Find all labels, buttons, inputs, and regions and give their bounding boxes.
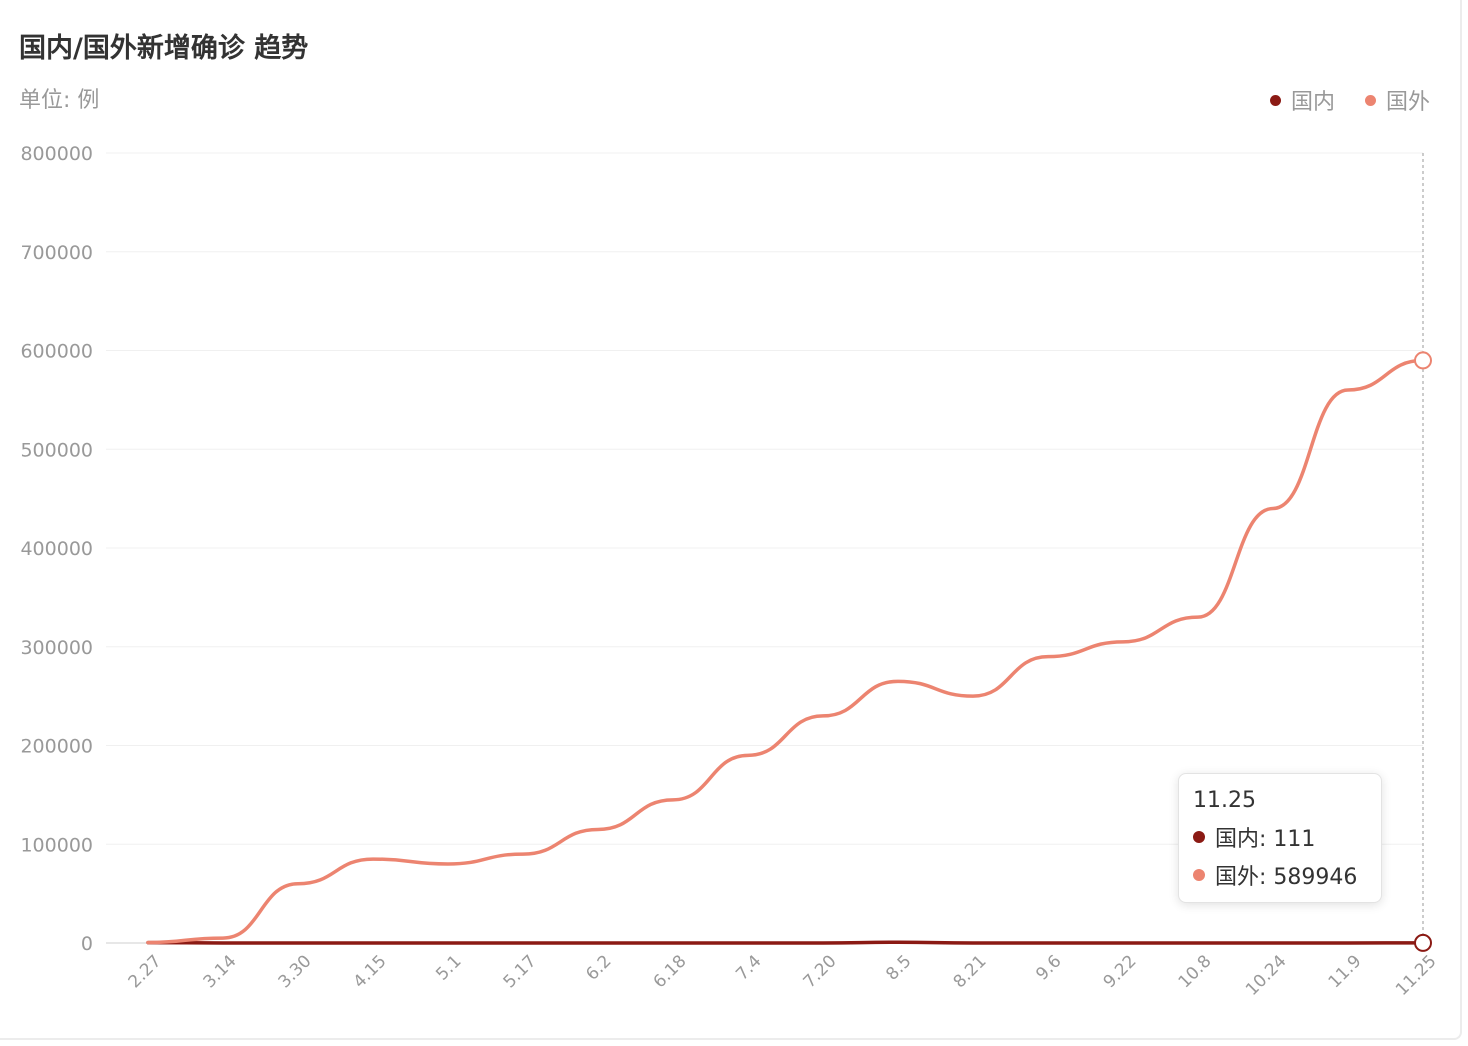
x-tick-label: 6.2 (582, 951, 615, 984)
legend-dot-domestic (1269, 94, 1281, 106)
tooltip-value-foreign: 国外: 589946 (1215, 865, 1358, 890)
tooltip-value-domestic: 国内: 111 (1215, 827, 1316, 852)
tooltip-row-foreign: 国外: 589946 (1193, 859, 1367, 891)
x-tick-label: 9.22 (1100, 951, 1141, 992)
x-tick-label: 3.14 (200, 951, 241, 992)
tooltip-dot-foreign (1193, 869, 1205, 881)
unit-label: 单位: 例 (19, 88, 100, 113)
chart-title: 国内/国外新增确诊 趋势 (19, 33, 309, 64)
x-tick-label: 7.20 (800, 951, 841, 992)
y-tick-label: 200000 (20, 736, 93, 758)
x-tick-label: 10.24 (1242, 951, 1291, 1000)
legend-item-foreign[interactable]: 国外 (1364, 84, 1430, 116)
x-tick-label: 10.8 (1175, 951, 1216, 992)
x-tick-label: 4.15 (350, 951, 391, 992)
x-tick-label: 2.27 (125, 951, 166, 992)
legend-label-domestic: 国内 (1290, 90, 1335, 115)
legend-dot-foreign (1364, 94, 1376, 106)
data-point-domestic (1414, 933, 1432, 952)
tooltip-date: 11.25 (1193, 788, 1256, 813)
x-tick-label: 5.1 (432, 951, 465, 984)
y-tick-label: 700000 (20, 242, 93, 264)
x-tick-label: 8.21 (950, 951, 991, 992)
x-tick-label: 11.25 (1392, 951, 1441, 1000)
y-tick-label: 100000 (20, 834, 93, 856)
x-tick-label: 6.18 (650, 951, 691, 992)
y-tick-label: 400000 (20, 538, 93, 560)
tooltip-dot-domestic (1193, 831, 1205, 843)
tooltip: 11.25 国内: 111 国外: 589946 (1178, 773, 1382, 903)
legend: 国内 国外 (1269, 84, 1430, 116)
y-tick-label: 500000 (20, 439, 93, 461)
x-tick-label: 8.5 (882, 951, 915, 984)
legend-item-domestic[interactable]: 国内 (1269, 84, 1335, 116)
y-tick-label: 600000 (20, 341, 93, 363)
x-tick-label: 11.9 (1325, 951, 1366, 992)
series-line-foreign (146, 358, 1425, 945)
data-point-foreign (1414, 351, 1432, 370)
x-tick-label: 5.17 (500, 951, 541, 992)
x-tick-label: 3.30 (275, 951, 316, 992)
y-tick-label: 800000 (20, 143, 93, 165)
x-tick-label: 7.4 (732, 951, 765, 984)
x-tick-label: 9.6 (1032, 951, 1065, 984)
series-line-domestic (146, 940, 1425, 945)
tooltip-row-domestic: 国内: 111 (1193, 821, 1367, 853)
legend-label-foreign: 国外 (1385, 90, 1430, 115)
y-tick-label: 0 (81, 933, 93, 955)
y-tick-label: 300000 (20, 637, 93, 659)
